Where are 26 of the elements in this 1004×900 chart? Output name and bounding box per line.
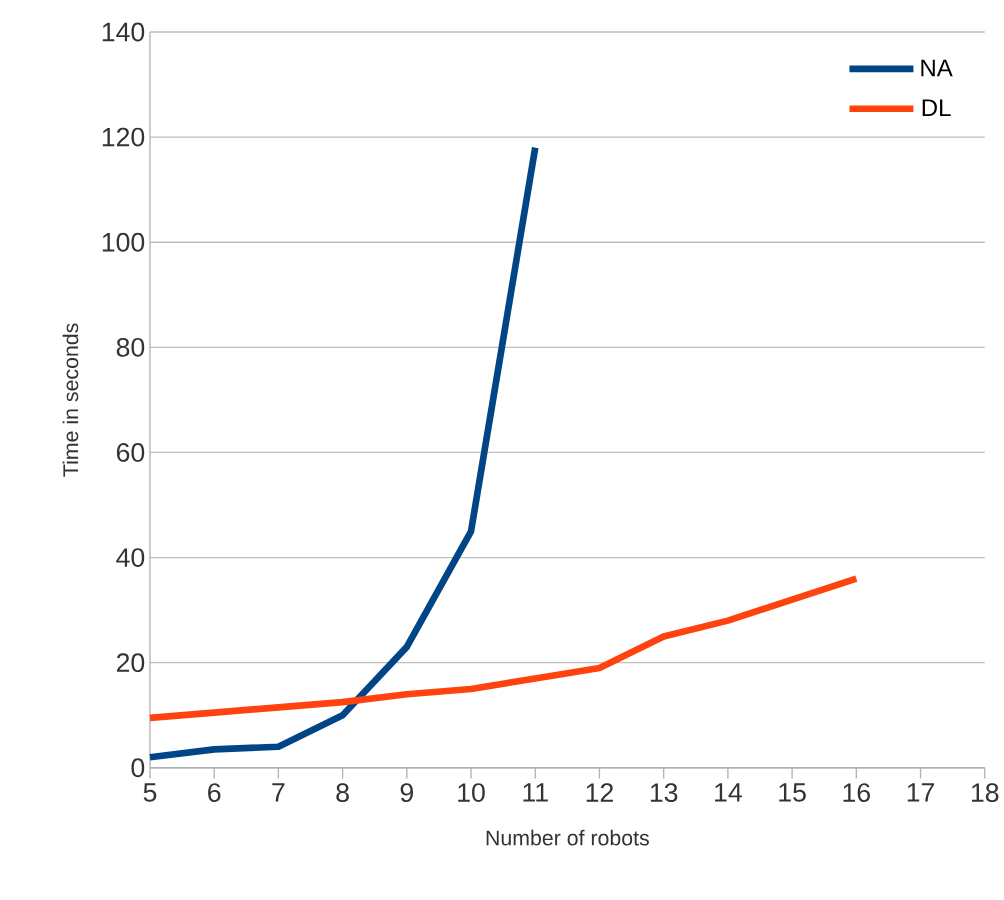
y-tick-label: 60	[116, 443, 145, 462]
x-tick-label: 13	[650, 783, 678, 803]
x-tick-label: 5	[143, 783, 157, 802]
y-tick-label: 140	[102, 22, 145, 42]
legend-label: DL	[922, 99, 951, 117]
y-tick-label: 100	[102, 232, 145, 252]
legend-label: NA	[921, 59, 953, 77]
x-tick-label: 14	[715, 783, 742, 802]
x-tick-label: 9	[400, 783, 413, 803]
y-tick-label: 0	[131, 758, 145, 778]
y-tick-label: 120	[102, 127, 145, 147]
x-tick-label: 6	[208, 783, 221, 803]
x-axis-title: Number of robots	[486, 829, 649, 846]
y-tick-label: 80	[116, 338, 145, 357]
x-tick-label: 7	[272, 783, 285, 802]
y-tick-label: 20	[116, 653, 145, 673]
x-tick-label: 10	[458, 783, 485, 803]
x-tick-label: 8	[336, 783, 349, 803]
y-tick-label: 40	[116, 548, 145, 568]
x-tick-label: 12	[586, 783, 613, 802]
x-tick-label: 17	[907, 783, 935, 802]
y-axis-title: Time in seconds	[62, 323, 79, 477]
x-tick-label: 15	[779, 783, 806, 802]
x-tick-label: 18	[971, 783, 999, 803]
x-tick-label: 16	[843, 783, 870, 803]
x-tick-label: 11	[523, 783, 548, 802]
